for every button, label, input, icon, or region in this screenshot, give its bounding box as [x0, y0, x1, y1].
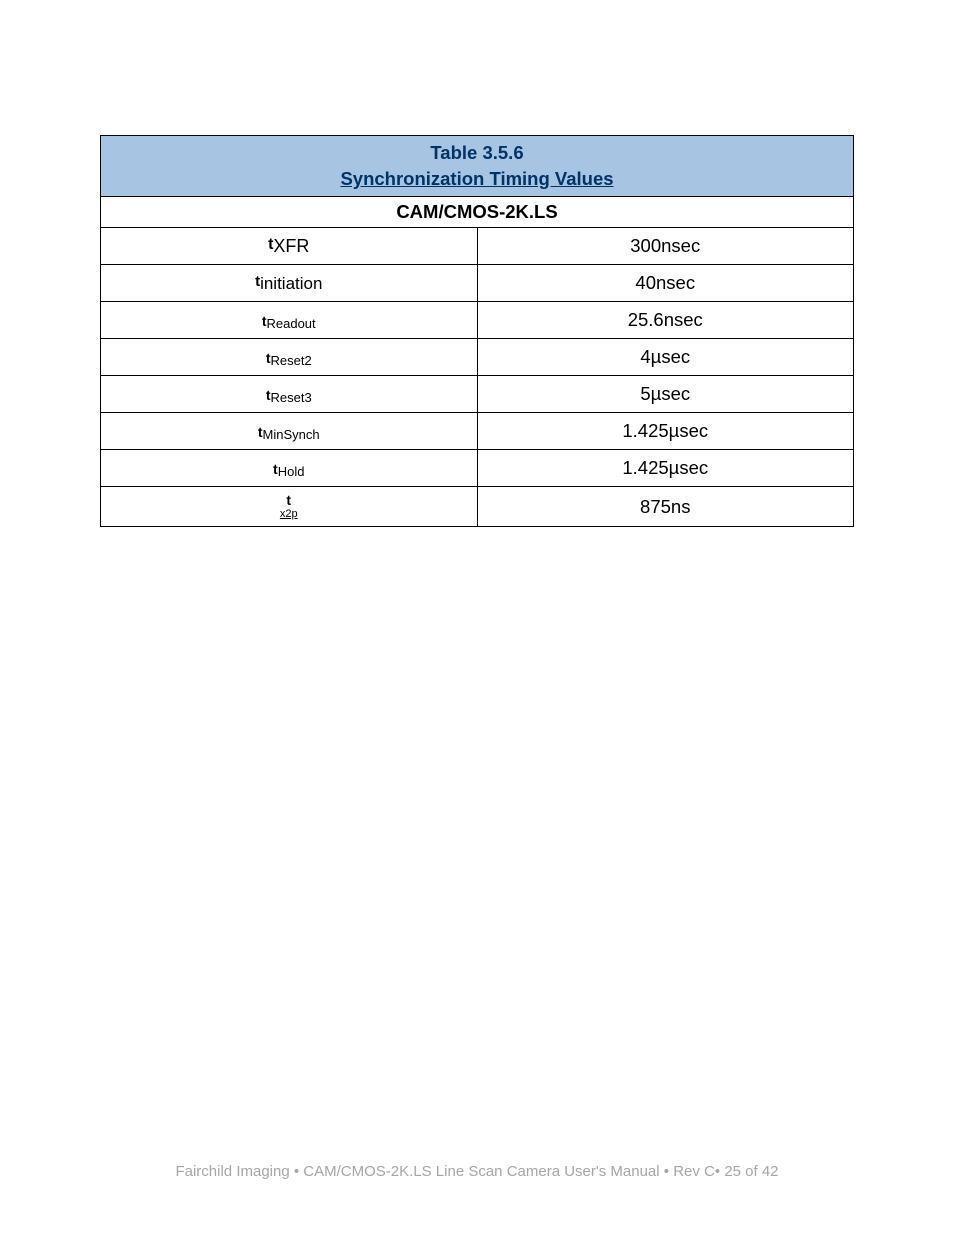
- table-row: tReset3 5µsec: [101, 376, 854, 413]
- table-row: t x2p 875ns: [101, 487, 854, 527]
- table-header-row: Table 3.5.6 Synchronization Timing Value…: [101, 136, 854, 197]
- param-cell-readout: tReadout: [101, 302, 478, 339]
- page-footer: Fairchild Imaging • CAM/CMOS-2K.LS Line …: [0, 1163, 954, 1180]
- param-cell-reset2: tReset2: [101, 339, 478, 376]
- value-cell-reset2: 4µsec: [477, 339, 854, 376]
- param-cell-initiation: tinitiation: [101, 265, 478, 302]
- table-row: tReadout 25.6nsec: [101, 302, 854, 339]
- footer-page: 25 of 42: [724, 1163, 778, 1180]
- footer-sep2: •: [660, 1163, 674, 1180]
- footer-sep1: •: [290, 1163, 304, 1180]
- footer-bullet: •: [715, 1163, 724, 1180]
- table-subheader-row: CAM/CMOS-2K.LS: [101, 197, 854, 228]
- value-cell-initiation: 40nsec: [477, 265, 854, 302]
- table-subheader-cell: CAM/CMOS-2K.LS: [101, 197, 854, 228]
- table-title-line2: Synchronization Timing Values: [101, 166, 853, 192]
- table-row: tReset2 4µsec: [101, 339, 854, 376]
- value-cell-reset3: 5µsec: [477, 376, 854, 413]
- table-row: tHold 1.425µsec: [101, 450, 854, 487]
- timing-values-table: Table 3.5.6 Synchronization Timing Value…: [100, 135, 854, 527]
- footer-company: Fairchild Imaging: [175, 1163, 289, 1180]
- param-cell-reset3: tReset3: [101, 376, 478, 413]
- value-cell-readout: 25.6nsec: [477, 302, 854, 339]
- param-cell-xfr: tXFR: [101, 228, 478, 265]
- param-cell-hold: tHold: [101, 450, 478, 487]
- footer-doc-title: CAM/CMOS-2K.LS Line Scan Camera User's M…: [303, 1163, 659, 1180]
- table-row: tMinSynch 1.425µsec: [101, 413, 854, 450]
- value-cell-hold: 1.425µsec: [477, 450, 854, 487]
- table-title-cell: Table 3.5.6 Synchronization Timing Value…: [101, 136, 854, 197]
- table-row: tXFR 300nsec: [101, 228, 854, 265]
- value-cell-xfr: 300nsec: [477, 228, 854, 265]
- value-cell-minsynch: 1.425µsec: [477, 413, 854, 450]
- footer-rev: Rev C: [673, 1163, 715, 1180]
- table-row: tinitiation 40nsec: [101, 265, 854, 302]
- param-cell-x2p: t x2p: [101, 487, 478, 527]
- param-cell-minsynch: tMinSynch: [101, 413, 478, 450]
- value-cell-x2p: 875ns: [477, 487, 854, 527]
- table-title-line1: Table 3.5.6: [101, 140, 853, 166]
